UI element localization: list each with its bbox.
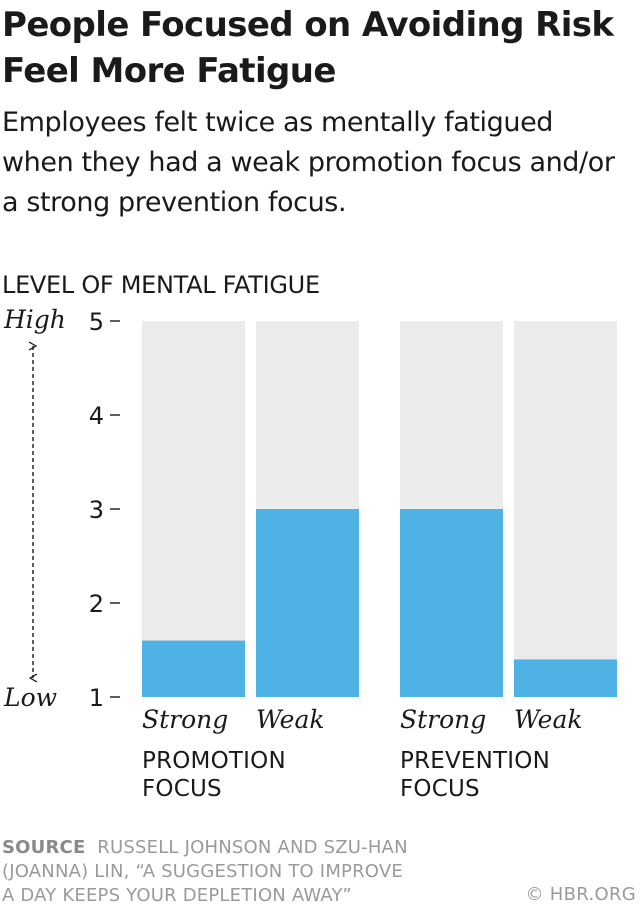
credit: © HBR.ORG [525,884,636,905]
bar-chart: LEVEL OF MENTAL FATIGUE High Low 1 2 3 4 5 S… [2,271,617,802]
chart-subtitle: Employees felt twice as mentally fatigue… [2,107,615,218]
bar-promotion-strong [142,640,245,697]
bar-prevention-weak [514,659,617,697]
category-label: Strong [142,705,228,734]
source-line-2: (JOANNA) LIN, “A SUGGESTION TO IMPROVE [2,861,403,882]
y-axis-label: LEVEL OF MENTAL FATIGUE [2,271,320,299]
y-tick-label: 4 [89,402,104,430]
category-label: Weak [514,705,583,734]
source-label: SOURCE [2,837,86,858]
source-note: SOURCE RUSSELL JOHNSON AND SZU-HAN (JOANN… [2,836,502,908]
source-line-1: RUSSELL JOHNSON AND SZU-HAN [97,837,408,858]
source-line-3: A DAY KEEPS YOUR DEPLETION AWAY” [2,885,352,906]
y-tick-label: 2 [89,590,104,618]
bars [142,321,617,697]
category-label: Weak [256,705,325,734]
group-label-line2: FOCUS [400,776,480,802]
group-label-line2: FOCUS [142,776,222,802]
chart-title: People Focused on Avoiding Risk Feel Mor… [2,5,614,91]
bar-prevention-strong [400,509,503,697]
axis-low-label: Low [3,683,57,712]
bar-track [514,321,617,697]
y-ticks: 1 2 3 4 5 [89,308,120,712]
category-label: Strong [400,705,486,734]
axis-high-label: High [3,305,66,334]
y-tick-label: 1 [89,684,104,712]
y-tick-label: 3 [89,496,104,524]
group-label-line1: PROMOTION [142,748,286,774]
bar-promotion-weak [256,509,359,697]
y-tick-label: 5 [89,308,104,336]
bar-track [142,321,245,697]
group-label-line1: PREVENTION [400,748,550,774]
